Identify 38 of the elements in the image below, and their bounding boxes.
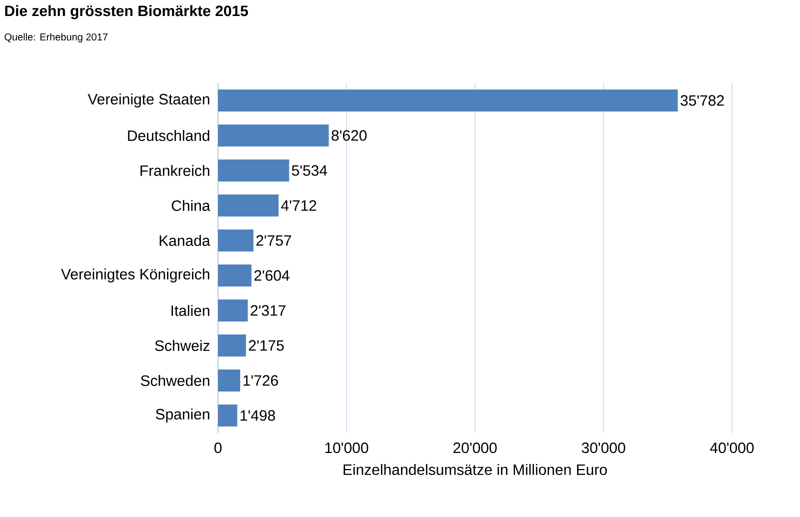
y-tick-label: Schweiz <box>155 340 210 351</box>
bar <box>218 89 678 112</box>
y-tick-label: Vereinigte Staaten <box>88 93 210 108</box>
y-tick-label: Frankreich <box>140 164 210 176</box>
bar <box>218 264 252 286</box>
x-tick-label: 10'000 <box>325 442 368 454</box>
y-tick-label: China <box>172 200 210 211</box>
bar <box>218 369 240 392</box>
data-label: 2'757 <box>256 235 292 246</box>
data-label: 1'498 <box>240 410 276 421</box>
source-note: Quelle: Erhebung 2017 <box>4 33 108 43</box>
y-tick-label: Schweden <box>140 374 210 386</box>
y-tick-label: Vereinigtes Königreich <box>61 268 210 282</box>
data-label: 2'175 <box>248 340 284 351</box>
y-tick-label: Spanien <box>156 408 210 422</box>
data-label: 1'726 <box>244 375 278 386</box>
data-label: 5'534 <box>292 165 328 176</box>
bar <box>218 229 254 252</box>
y-tick-label: Deutschland <box>128 130 210 141</box>
data-label: 4'712 <box>281 200 316 211</box>
y-tick-label: Italien <box>172 304 210 316</box>
data-label: 2'317 <box>250 305 286 316</box>
x-tick-label: 40'000 <box>710 442 754 454</box>
chart-title: Die zehn grössten Biomärkte 2015 <box>5 5 248 20</box>
data-label: 2'604 <box>254 270 290 281</box>
data-label: 8'620 <box>332 130 367 141</box>
bar <box>218 194 279 216</box>
bar <box>218 124 329 146</box>
x-tick-label: 0 <box>214 442 222 454</box>
data-label: 35'782 <box>680 95 724 106</box>
x-axis-title: Einzelhandelsumsätze in Millionen Euro <box>344 464 607 475</box>
bar <box>218 299 248 322</box>
x-tick-label: 20'000 <box>453 442 497 454</box>
bar <box>218 159 290 182</box>
x-tick-label: 30'000 <box>582 442 626 454</box>
y-tick-label: Kanada <box>160 234 210 246</box>
bar <box>218 404 238 426</box>
bar <box>218 334 246 356</box>
